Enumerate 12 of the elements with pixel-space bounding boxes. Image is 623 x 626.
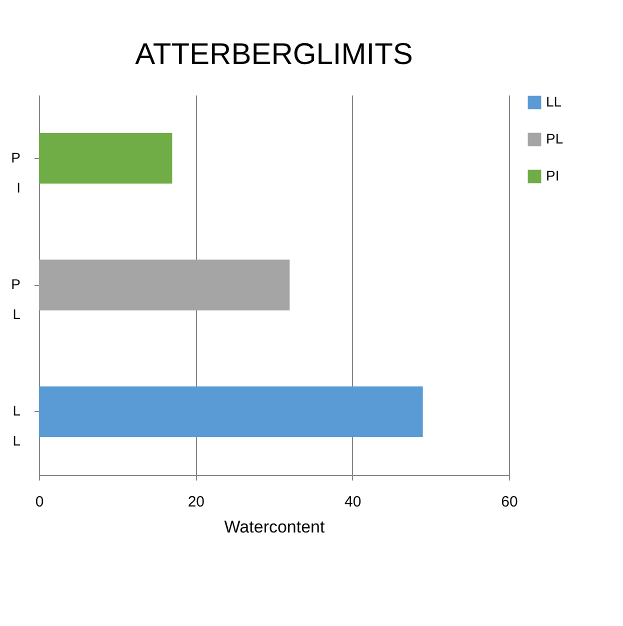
x-tick-label: 40 — [344, 494, 362, 510]
legend-label: PI — [546, 168, 560, 184]
y-tick-label: LL — [12, 402, 21, 449]
x-axis-title: Watercontent — [224, 518, 326, 536]
x-tick-label: 60 — [501, 494, 518, 510]
x-tick-label: 0 — [35, 494, 44, 510]
y-tick-label: PL — [11, 276, 21, 322]
legend-label: PL — [546, 130, 564, 146]
x-tick-label: 20 — [188, 494, 205, 510]
legend-label: LL — [546, 94, 562, 110]
chart-title: ATTERBERGLIMITS — [135, 38, 413, 71]
y-tick-label: PI — [11, 149, 20, 196]
